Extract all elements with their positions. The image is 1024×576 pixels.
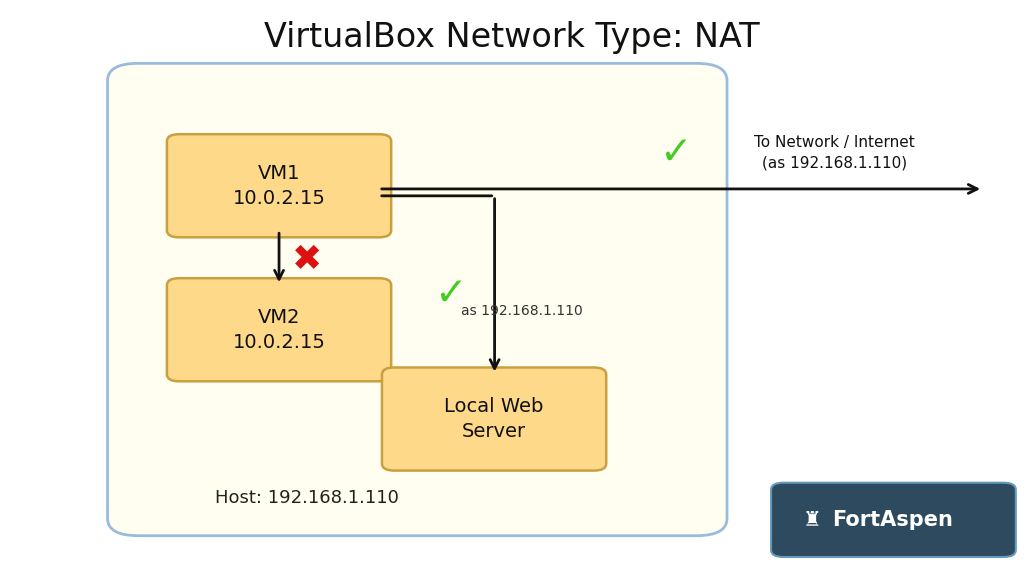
Text: ✓: ✓: [434, 275, 467, 313]
Text: VirtualBox Network Type: NAT: VirtualBox Network Type: NAT: [264, 21, 760, 54]
Text: VM1
10.0.2.15: VM1 10.0.2.15: [232, 164, 326, 208]
Text: as 192.168.1.110: as 192.168.1.110: [462, 304, 583, 318]
FancyBboxPatch shape: [771, 483, 1016, 557]
Text: ✓: ✓: [659, 134, 692, 172]
Text: ✖: ✖: [292, 243, 323, 278]
FancyBboxPatch shape: [167, 134, 391, 237]
Text: FortAspen: FortAspen: [833, 510, 953, 530]
FancyBboxPatch shape: [108, 63, 727, 536]
Text: To Network / Internet
(as 192.168.1.110): To Network / Internet (as 192.168.1.110): [755, 135, 914, 170]
Text: VM2
10.0.2.15: VM2 10.0.2.15: [232, 308, 326, 352]
Text: Local Web
Server: Local Web Server: [444, 397, 544, 441]
Text: Host: 192.168.1.110: Host: 192.168.1.110: [215, 489, 399, 507]
FancyBboxPatch shape: [167, 278, 391, 381]
FancyBboxPatch shape: [382, 367, 606, 471]
Text: ♜: ♜: [803, 510, 821, 530]
